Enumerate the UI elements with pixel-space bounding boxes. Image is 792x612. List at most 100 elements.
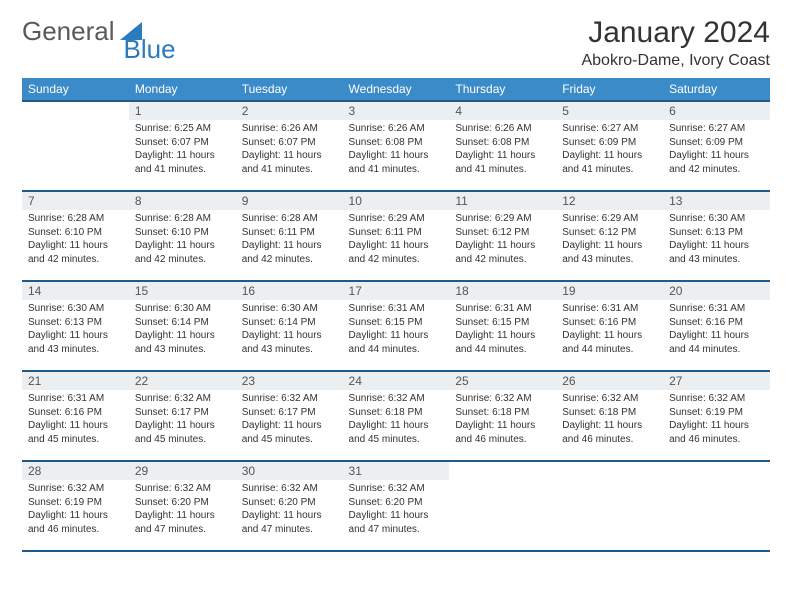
day-number: 17 [343,282,450,300]
calendar-cell [449,461,556,551]
day-number: 25 [449,372,556,390]
calendar-cell: 21Sunrise: 6:31 AMSunset: 6:16 PMDayligh… [22,371,129,461]
day-number: 5 [556,102,663,120]
calendar-cell: 6Sunrise: 6:27 AMSunset: 6:09 PMDaylight… [663,101,770,191]
day-number: 3 [343,102,450,120]
calendar-cell: 23Sunrise: 6:32 AMSunset: 6:17 PMDayligh… [236,371,343,461]
title-block: January 2024 Abokro-Dame, Ivory Coast [581,16,770,70]
calendar-cell [556,461,663,551]
day-number: 2 [236,102,343,120]
brand-part2: Blue [124,34,176,65]
day-number: 10 [343,192,450,210]
page-header: General Blue January 2024 Abokro-Dame, I… [22,16,770,70]
calendar-cell: 10Sunrise: 6:29 AMSunset: 6:11 PMDayligh… [343,191,450,281]
weekday-header: Sunday [22,78,129,101]
day-body: Sunrise: 6:28 AMSunset: 6:10 PMDaylight:… [129,210,236,272]
calendar-cell: 7Sunrise: 6:28 AMSunset: 6:10 PMDaylight… [22,191,129,281]
brand-logo: General Blue [22,16,176,47]
day-body: Sunrise: 6:27 AMSunset: 6:09 PMDaylight:… [556,120,663,182]
calendar-cell: 17Sunrise: 6:31 AMSunset: 6:15 PMDayligh… [343,281,450,371]
calendar-cell: 1Sunrise: 6:25 AMSunset: 6:07 PMDaylight… [129,101,236,191]
calendar-cell: 20Sunrise: 6:31 AMSunset: 6:16 PMDayligh… [663,281,770,371]
day-body: Sunrise: 6:31 AMSunset: 6:16 PMDaylight:… [556,300,663,362]
calendar-cell: 12Sunrise: 6:29 AMSunset: 6:12 PMDayligh… [556,191,663,281]
calendar-cell: 11Sunrise: 6:29 AMSunset: 6:12 PMDayligh… [449,191,556,281]
day-number: 27 [663,372,770,390]
weekday-header: Monday [129,78,236,101]
calendar-cell: 28Sunrise: 6:32 AMSunset: 6:19 PMDayligh… [22,461,129,551]
calendar-cell: 24Sunrise: 6:32 AMSunset: 6:18 PMDayligh… [343,371,450,461]
calendar-week-row: 21Sunrise: 6:31 AMSunset: 6:16 PMDayligh… [22,371,770,461]
day-body: Sunrise: 6:32 AMSunset: 6:18 PMDaylight:… [449,390,556,452]
calendar-cell: 27Sunrise: 6:32 AMSunset: 6:19 PMDayligh… [663,371,770,461]
calendar-table: Sunday Monday Tuesday Wednesday Thursday… [22,78,770,552]
calendar-cell: 25Sunrise: 6:32 AMSunset: 6:18 PMDayligh… [449,371,556,461]
calendar-cell: 19Sunrise: 6:31 AMSunset: 6:16 PMDayligh… [556,281,663,371]
day-number: 18 [449,282,556,300]
calendar-cell: 9Sunrise: 6:28 AMSunset: 6:11 PMDaylight… [236,191,343,281]
calendar-cell: 22Sunrise: 6:32 AMSunset: 6:17 PMDayligh… [129,371,236,461]
calendar-cell [663,461,770,551]
day-number: 12 [556,192,663,210]
weekday-header-row: Sunday Monday Tuesday Wednesday Thursday… [22,78,770,101]
day-body: Sunrise: 6:26 AMSunset: 6:08 PMDaylight:… [343,120,450,182]
calendar-cell: 29Sunrise: 6:32 AMSunset: 6:20 PMDayligh… [129,461,236,551]
calendar-cell: 3Sunrise: 6:26 AMSunset: 6:08 PMDaylight… [343,101,450,191]
day-number: 19 [556,282,663,300]
weekday-header: Friday [556,78,663,101]
calendar-week-row: 14Sunrise: 6:30 AMSunset: 6:13 PMDayligh… [22,281,770,371]
calendar-cell: 26Sunrise: 6:32 AMSunset: 6:18 PMDayligh… [556,371,663,461]
day-number: 24 [343,372,450,390]
day-body: Sunrise: 6:30 AMSunset: 6:14 PMDaylight:… [129,300,236,362]
day-number: 9 [236,192,343,210]
month-title: January 2024 [581,16,770,50]
day-body: Sunrise: 6:26 AMSunset: 6:07 PMDaylight:… [236,120,343,182]
calendar-body: 1Sunrise: 6:25 AMSunset: 6:07 PMDaylight… [22,101,770,551]
day-body: Sunrise: 6:26 AMSunset: 6:08 PMDaylight:… [449,120,556,182]
day-number: 26 [556,372,663,390]
day-number: 14 [22,282,129,300]
day-number: 30 [236,462,343,480]
calendar-cell: 2Sunrise: 6:26 AMSunset: 6:07 PMDaylight… [236,101,343,191]
day-body: Sunrise: 6:28 AMSunset: 6:10 PMDaylight:… [22,210,129,272]
day-number: 21 [22,372,129,390]
day-body: Sunrise: 6:29 AMSunset: 6:12 PMDaylight:… [449,210,556,272]
calendar-cell: 4Sunrise: 6:26 AMSunset: 6:08 PMDaylight… [449,101,556,191]
day-body: Sunrise: 6:31 AMSunset: 6:15 PMDaylight:… [343,300,450,362]
day-body: Sunrise: 6:32 AMSunset: 6:18 PMDaylight:… [556,390,663,452]
day-body: Sunrise: 6:32 AMSunset: 6:17 PMDaylight:… [236,390,343,452]
calendar-cell: 5Sunrise: 6:27 AMSunset: 6:09 PMDaylight… [556,101,663,191]
day-number: 11 [449,192,556,210]
calendar-cell: 14Sunrise: 6:30 AMSunset: 6:13 PMDayligh… [22,281,129,371]
weekday-header: Thursday [449,78,556,101]
day-body: Sunrise: 6:32 AMSunset: 6:20 PMDaylight:… [236,480,343,542]
day-body: Sunrise: 6:29 AMSunset: 6:11 PMDaylight:… [343,210,450,272]
day-number: 4 [449,102,556,120]
calendar-week-row: 7Sunrise: 6:28 AMSunset: 6:10 PMDaylight… [22,191,770,281]
day-body: Sunrise: 6:32 AMSunset: 6:19 PMDaylight:… [663,390,770,452]
day-body: Sunrise: 6:30 AMSunset: 6:14 PMDaylight:… [236,300,343,362]
calendar-week-row: 1Sunrise: 6:25 AMSunset: 6:07 PMDaylight… [22,101,770,191]
day-body: Sunrise: 6:32 AMSunset: 6:17 PMDaylight:… [129,390,236,452]
calendar-cell: 8Sunrise: 6:28 AMSunset: 6:10 PMDaylight… [129,191,236,281]
day-number: 31 [343,462,450,480]
calendar-cell: 31Sunrise: 6:32 AMSunset: 6:20 PMDayligh… [343,461,450,551]
calendar-cell: 15Sunrise: 6:30 AMSunset: 6:14 PMDayligh… [129,281,236,371]
day-number: 15 [129,282,236,300]
weekday-header: Wednesday [343,78,450,101]
day-number: 13 [663,192,770,210]
weekday-header: Saturday [663,78,770,101]
calendar-cell: 30Sunrise: 6:32 AMSunset: 6:20 PMDayligh… [236,461,343,551]
day-number: 6 [663,102,770,120]
day-body: Sunrise: 6:32 AMSunset: 6:20 PMDaylight:… [129,480,236,542]
day-body: Sunrise: 6:32 AMSunset: 6:19 PMDaylight:… [22,480,129,542]
day-body: Sunrise: 6:30 AMSunset: 6:13 PMDaylight:… [663,210,770,272]
calendar-cell [22,101,129,191]
day-body: Sunrise: 6:31 AMSunset: 6:15 PMDaylight:… [449,300,556,362]
day-body: Sunrise: 6:31 AMSunset: 6:16 PMDaylight:… [22,390,129,452]
day-body: Sunrise: 6:28 AMSunset: 6:11 PMDaylight:… [236,210,343,272]
day-number: 29 [129,462,236,480]
day-number: 8 [129,192,236,210]
day-body: Sunrise: 6:32 AMSunset: 6:18 PMDaylight:… [343,390,450,452]
calendar-week-row: 28Sunrise: 6:32 AMSunset: 6:19 PMDayligh… [22,461,770,551]
